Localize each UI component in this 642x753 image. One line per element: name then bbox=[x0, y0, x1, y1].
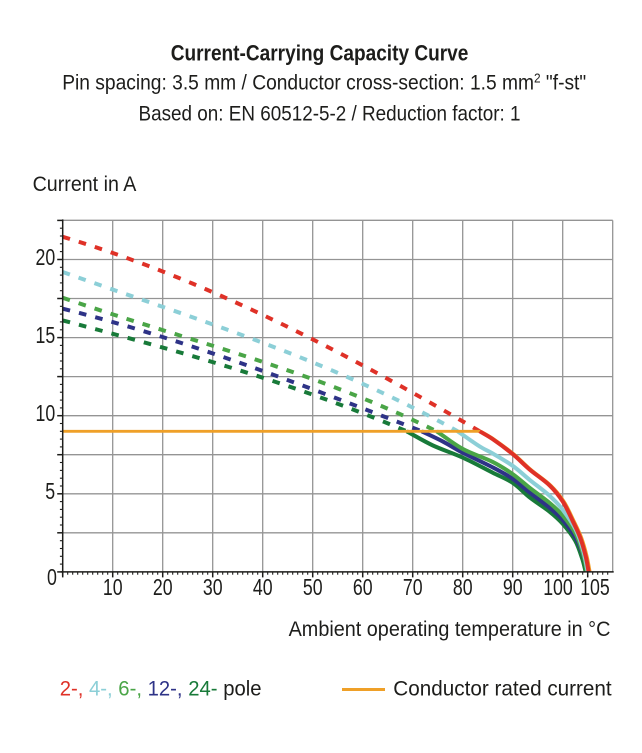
svg-text:40: 40 bbox=[253, 574, 273, 600]
svg-text:10: 10 bbox=[103, 574, 123, 600]
svg-text:70: 70 bbox=[403, 574, 423, 600]
svg-text:2: 2 bbox=[534, 71, 541, 86]
svg-text:Current in A: Current in A bbox=[33, 173, 137, 196]
svg-text:Ambient operating temperature: Ambient operating temperature in °C bbox=[289, 618, 611, 641]
svg-text:0: 0 bbox=[47, 564, 57, 590]
svg-text:80: 80 bbox=[453, 574, 473, 600]
svg-text:90: 90 bbox=[503, 574, 523, 600]
svg-text:12-,: 12-, bbox=[148, 678, 183, 701]
svg-text:4-,: 4-, bbox=[89, 678, 113, 701]
svg-text:6-,: 6-, bbox=[118, 678, 142, 701]
svg-text:20: 20 bbox=[36, 244, 56, 270]
svg-text:Based on: EN 60512-5-2 / Reduc: Based on: EN 60512-5-2 / Reduction facto… bbox=[139, 103, 521, 126]
svg-text:50: 50 bbox=[303, 574, 323, 600]
svg-text:20: 20 bbox=[153, 574, 173, 600]
svg-text:Conductor rated current: Conductor rated current bbox=[393, 678, 612, 701]
svg-text:Current-Carrying Capacity Curv: Current-Carrying Capacity Curve bbox=[171, 41, 469, 66]
svg-text:5: 5 bbox=[45, 478, 55, 504]
svg-text:30: 30 bbox=[203, 574, 223, 600]
svg-text:2-,: 2-, bbox=[60, 678, 84, 701]
svg-text:24-: 24- bbox=[188, 678, 217, 701]
svg-text:60: 60 bbox=[353, 574, 373, 600]
svg-text:Pin spacing: 3.5 mm / Conducto: Pin spacing: 3.5 mm / Conductor cross-se… bbox=[62, 72, 534, 95]
svg-text:"f-st": "f-st" bbox=[541, 72, 587, 95]
svg-text:pole: pole bbox=[223, 678, 261, 701]
svg-text:100: 100 bbox=[543, 574, 573, 600]
svg-text:15: 15 bbox=[36, 322, 56, 348]
svg-text:10: 10 bbox=[36, 400, 56, 426]
svg-text:105: 105 bbox=[580, 574, 610, 600]
